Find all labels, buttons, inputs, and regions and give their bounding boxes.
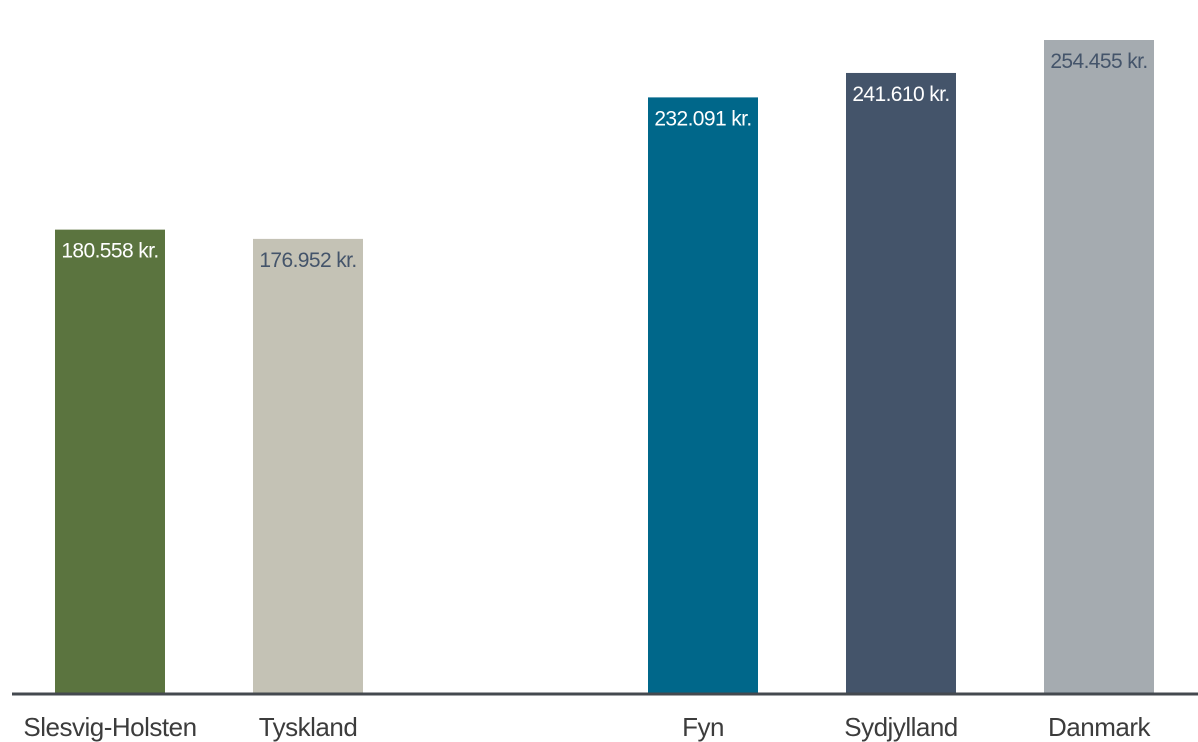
value-label-fyn: 232.091 kr.: [654, 107, 751, 130]
value-label-slesvig-holsten: 180.558 kr.: [61, 240, 158, 263]
bar-tyskland: [253, 238, 363, 693]
value-label-tyskland: 176.952 kr.: [259, 249, 356, 272]
bar-danmark: [1044, 40, 1154, 693]
bar-fyn: [648, 97, 758, 694]
category-label-fyn: Fyn: [682, 712, 724, 742]
bar-slesvig-holsten: [55, 229, 165, 693]
bars-group: [55, 40, 1154, 694]
value-label-danmark: 254.455 kr.: [1050, 50, 1147, 73]
category-label-danmark: Danmark: [1048, 712, 1151, 742]
bar-sydjylland: [846, 72, 956, 693]
category-label-sydjylland: Sydjylland: [844, 712, 958, 742]
category-label-slesvig-holsten: Slesvig-Holsten: [23, 712, 196, 742]
value-label-sydjylland: 241.610 kr.: [852, 83, 949, 106]
category-labels-group: Slesvig-Holsten Tyskland Fyn Sydjylland Danm…: [23, 712, 1152, 742]
value-labels-group: 180.558 kr. 176.952 kr. 232.091 kr. 241.610…: [61, 50, 1148, 272]
category-label-tyskland: Tyskland: [259, 712, 358, 742]
